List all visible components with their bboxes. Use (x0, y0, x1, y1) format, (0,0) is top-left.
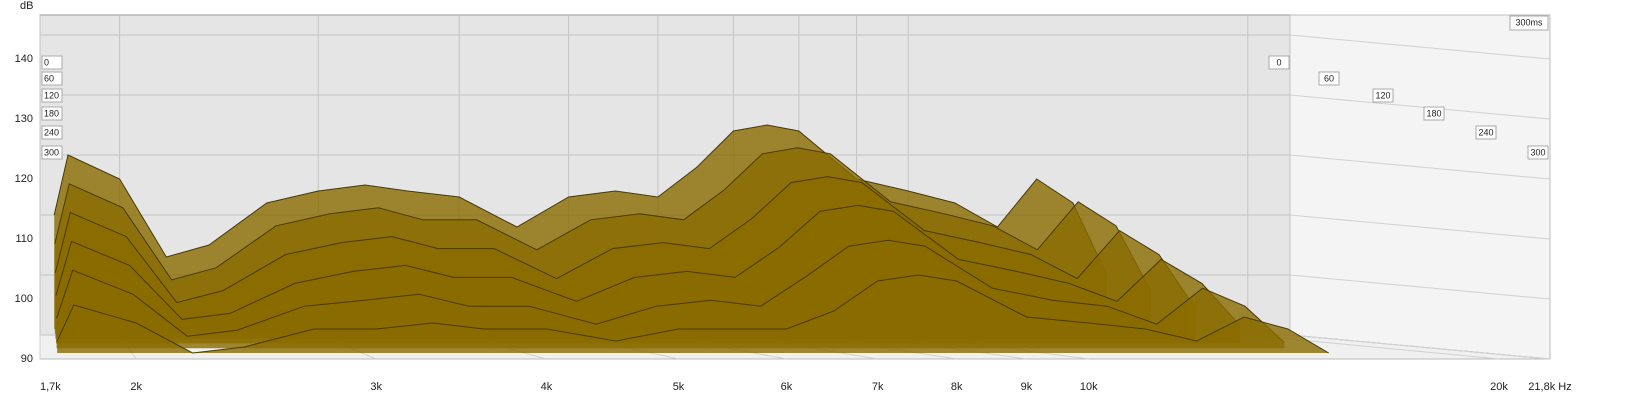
slice-label: 300 (44, 147, 59, 157)
slice-label-right: 240 (1475, 125, 1497, 140)
x-tick-label: 20k (1490, 381, 1508, 393)
y-axis-label: dB (20, 0, 33, 12)
side-wall (1289, 14, 1551, 360)
slice-label: 120 (44, 90, 59, 100)
label-box (41, 88, 63, 103)
slice-label-right: 120 (1372, 88, 1394, 103)
label-box (1372, 88, 1394, 103)
slice-label: 240 (44, 127, 59, 137)
slice-label-right: 0 (1268, 55, 1290, 70)
slice-label-left: 120 (41, 88, 63, 103)
slice-label: 180 (1426, 108, 1441, 118)
grid-line (1289, 214, 1551, 240)
y-tick-label: 120 (15, 173, 33, 185)
x-tick-label: 9k (1021, 381, 1033, 393)
slice-label-right: 300 (1527, 145, 1549, 160)
slice-label: 120 (1375, 90, 1390, 100)
time-label: 300ms (1515, 17, 1543, 27)
slice-label-left: 60 (41, 71, 63, 86)
grid-line (1289, 34, 1551, 60)
slice-label: 180 (44, 108, 59, 118)
slice-label-left: 240 (41, 125, 63, 140)
grid-line (1289, 94, 1551, 120)
x-tick-label: 5k (673, 381, 685, 393)
x-tick-label: 1,7k (40, 381, 61, 393)
slice-label-left: 300 (41, 145, 63, 160)
label-box (1527, 145, 1549, 160)
y-tick-label: 100 (15, 293, 33, 305)
label-box (41, 145, 63, 160)
slice-line (54, 147, 1152, 293)
slice-label: 0 (44, 57, 49, 67)
x-tick-label: 7k (872, 381, 884, 393)
x-tick-label: 4k (541, 381, 553, 393)
label-box (1318, 71, 1340, 86)
slice-label-right: 180 (1423, 106, 1445, 121)
label-box (1268, 55, 1290, 70)
x-tick-label: 8k (951, 381, 963, 393)
time-box: 300ms (1509, 15, 1549, 31)
x-tick-label: 21,8k Hz (1528, 381, 1571, 393)
label-box (41, 106, 63, 121)
slice-fill (57, 275, 1329, 353)
x-tick-label: 2k (130, 381, 142, 393)
slice-label: 0 (1276, 57, 1281, 67)
slice-line (53, 124, 1108, 276)
label-box (1423, 106, 1445, 121)
label-box (1509, 15, 1549, 31)
grid-line (1289, 274, 1551, 300)
slice-label-right: 60 (1318, 71, 1340, 86)
x-tick-label: 6k (781, 381, 793, 393)
y-tick-label: 140 (15, 53, 33, 65)
grid-line (1289, 154, 1551, 180)
slice-label: 240 (1478, 127, 1493, 137)
grid-line (1289, 334, 1551, 360)
slice-label-left: 180 (41, 106, 63, 121)
label-box (1475, 125, 1497, 140)
x-tick-label: 3k (370, 381, 382, 393)
label-box (41, 71, 63, 86)
slice-line (56, 274, 1329, 354)
y-tick-label: 130 (15, 113, 33, 125)
slice-line (54, 176, 1197, 309)
label-box (41, 125, 63, 140)
slice-label: 60 (44, 73, 54, 83)
y-tick-label: 90 (21, 353, 33, 365)
label-box (41, 55, 63, 70)
y-tick-label: 110 (15, 233, 33, 245)
slice-label: 300 (1530, 147, 1545, 157)
slice-line (55, 204, 1241, 326)
x-tick-label: 10k (1080, 381, 1098, 393)
slice-line (56, 239, 1285, 343)
slice-label: 60 (1324, 73, 1334, 83)
slice-label-left: 0 (41, 55, 63, 70)
